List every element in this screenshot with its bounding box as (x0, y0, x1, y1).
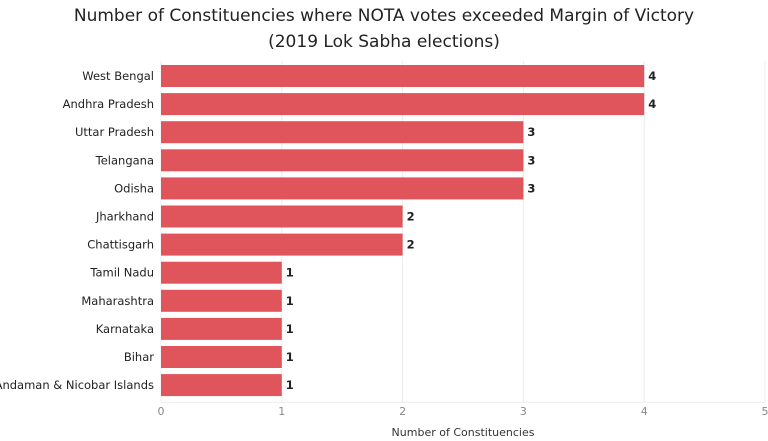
bar (161, 261, 282, 284)
x-tick-label: 5 (762, 405, 768, 418)
bar (161, 177, 524, 200)
x-tick-label: 2 (399, 405, 406, 418)
category-label: Uttar Pradesh (75, 125, 154, 139)
x-tick-label: 3 (520, 405, 527, 418)
category-label: Maharashtra (81, 294, 154, 308)
data-label: 1 (286, 378, 294, 392)
category-label: Odisha (114, 181, 154, 195)
chart-subtitle: (2019 Lok Sabha elections) (268, 32, 500, 52)
category-label: Telangana (95, 153, 154, 167)
bar (161, 289, 282, 312)
category-label: West Bengal (82, 69, 154, 83)
bar (161, 233, 403, 256)
bar (161, 65, 645, 87)
category-label: Chattisgarh (87, 238, 154, 252)
category-label: Jharkhand (95, 210, 154, 224)
category-label: Tamil Nadu (89, 266, 154, 280)
data-label: 1 (286, 350, 294, 364)
data-label: 3 (527, 125, 535, 139)
data-label: 2 (407, 238, 415, 252)
data-label: 4 (648, 69, 656, 83)
data-label: 4 (648, 97, 656, 111)
data-label: 1 (286, 322, 294, 336)
x-tick-label: 4 (641, 405, 648, 418)
x-axis-title: Number of Constituencies (392, 426, 535, 439)
bar (161, 121, 524, 144)
category-label: Andhra Pradesh (63, 97, 154, 111)
data-label: 2 (407, 210, 415, 224)
bar (161, 346, 282, 368)
data-label: 1 (286, 266, 294, 280)
category-label: Bihar (124, 350, 154, 364)
x-tick-label: 1 (278, 405, 285, 418)
bar (161, 205, 403, 228)
x-tick-label: 0 (158, 405, 165, 418)
data-label: 1 (286, 294, 294, 308)
category-label: Karnataka (96, 322, 154, 336)
data-label: 3 (527, 181, 535, 195)
bar (161, 149, 524, 172)
chart-title: Number of Constituencies where NOTA vote… (73, 6, 695, 26)
bar (161, 374, 282, 397)
category-label: Andaman & Nicobar Islands (0, 378, 154, 392)
bar (161, 93, 645, 116)
bar (161, 317, 282, 340)
data-label: 3 (527, 153, 535, 167)
